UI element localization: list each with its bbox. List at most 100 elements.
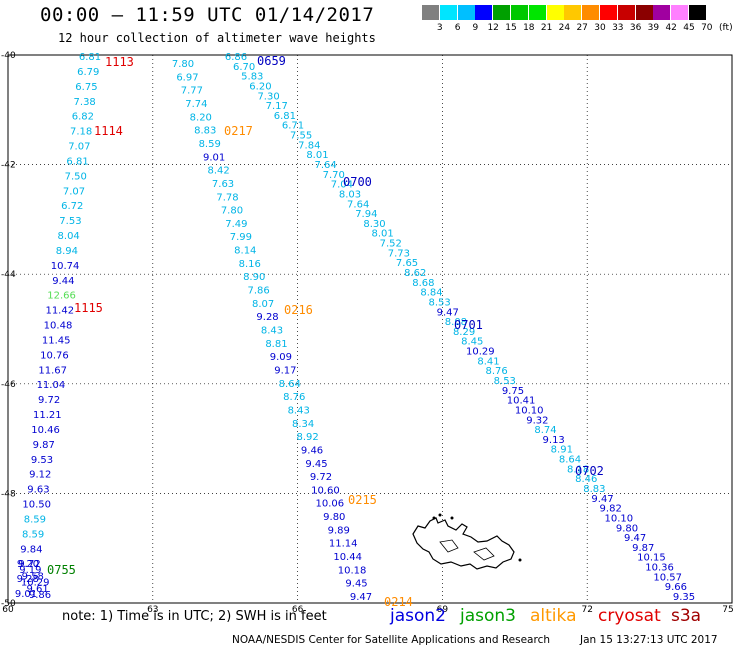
islet bbox=[518, 558, 522, 562]
lat-label: -40 bbox=[1, 51, 16, 61]
wave-height-value: 8.41 bbox=[477, 356, 499, 367]
wave-height-value: 8.30 bbox=[363, 219, 385, 230]
wave-height-value: 7.52 bbox=[380, 239, 402, 250]
footer-note: note: 1) Time is in UTC; 2) SWH is in fe… bbox=[62, 609, 327, 624]
wave-height-value: 7.77 bbox=[181, 86, 203, 97]
wave-height-value: 11.04 bbox=[37, 380, 66, 391]
wave-height-value: 10.44 bbox=[333, 552, 362, 563]
wave-height-value: 10.18 bbox=[338, 565, 367, 576]
scale-unit: (ft) bbox=[719, 23, 733, 33]
wave-height-value: 7.80 bbox=[172, 59, 194, 70]
island-coastline bbox=[439, 539, 459, 553]
scale-label: 33 bbox=[612, 23, 624, 33]
scale-label: 45 bbox=[683, 23, 695, 33]
wave-height-value: 9.80 bbox=[616, 523, 638, 534]
wave-height-value: 9.86 bbox=[29, 590, 51, 601]
map-title: 00:00 – 11:59 UTC 01/14/2017 bbox=[40, 4, 375, 26]
pass-time-label: 1113 bbox=[105, 55, 134, 69]
pass-time-label: 1115 bbox=[74, 301, 103, 315]
pass-time-label: 1114 bbox=[94, 124, 123, 138]
scale-label: 9 bbox=[472, 23, 479, 33]
scale-swatch bbox=[582, 5, 600, 20]
wave-height-value: 11.67 bbox=[38, 365, 67, 376]
scale-swatch bbox=[564, 5, 582, 20]
wave-height-value: 10.76 bbox=[40, 350, 69, 361]
wave-height-value: 8.53 bbox=[494, 376, 516, 387]
wave-height-value: 7.49 bbox=[225, 219, 247, 230]
altimeter-track-track2: 7.80 6.97 7.77 7.74 8.20 8.83 8.59 9.01 8.42 7.63… bbox=[172, 59, 413, 609]
wave-height-value: 9.87 bbox=[33, 440, 55, 451]
scale-label: 12 bbox=[487, 23, 499, 33]
wave-height-value: 8.81 bbox=[265, 339, 287, 350]
wave-height-value: 9.87 bbox=[632, 543, 654, 554]
lon-label: 66 bbox=[292, 605, 304, 615]
map-frame bbox=[7, 54, 733, 604]
satellite-label-cryosat: cryosat bbox=[598, 606, 661, 626]
wave-height-value: 8.64 bbox=[279, 379, 301, 390]
scale-label: 27 bbox=[576, 23, 588, 33]
wave-height-value: 5.83 bbox=[241, 72, 263, 83]
wave-height-value: 7.50 bbox=[65, 171, 87, 182]
pass-time-label: 0217 bbox=[224, 124, 253, 138]
wave-height-value: 9.46 bbox=[301, 445, 323, 456]
wave-height-value: 7.78 bbox=[216, 192, 238, 203]
wave-height-value: 10.10 bbox=[605, 513, 634, 524]
wave-height-value: 7.53 bbox=[59, 216, 81, 227]
altimeter-track-track1: 6.81 6.79 6.75 7.38 6.82 7.18 7.07 6.81 7.50 7.07… bbox=[15, 52, 134, 600]
wave-height-value: 11.21 bbox=[33, 410, 62, 421]
wave-height-value: 7.07 bbox=[63, 186, 85, 197]
wave-height-value: 8.16 bbox=[239, 259, 261, 270]
wave-height-value: 6.82 bbox=[72, 112, 94, 123]
wave-height-value: 9.84 bbox=[20, 544, 42, 555]
scale-label: 39 bbox=[647, 23, 660, 33]
wave-height-value: 8.59 bbox=[22, 529, 44, 540]
wave-height-value: 9.47 bbox=[437, 307, 459, 318]
wave-height-value: 8.04 bbox=[58, 231, 80, 242]
scale-swatch bbox=[475, 5, 493, 20]
wave-height-value: 7.55 bbox=[290, 131, 312, 142]
wave-height-value: 9.58 bbox=[22, 571, 44, 582]
generated-timestamp: Jan 15 13:27:13 UTC 2017 bbox=[580, 634, 718, 646]
wave-height-value: 7.84 bbox=[298, 140, 320, 151]
wave-height-value: 10.15 bbox=[637, 553, 666, 564]
wave-height-value: 8.83 bbox=[194, 126, 216, 137]
satellite-label-jason2: jason2 bbox=[390, 606, 446, 626]
pass-time-label: 0702 bbox=[575, 464, 604, 478]
scale-label: 36 bbox=[629, 23, 642, 33]
wave-height-value: 8.62 bbox=[404, 268, 426, 279]
wave-height-value: 6.86 bbox=[225, 52, 247, 63]
wave-height-value: 7.74 bbox=[185, 99, 207, 110]
scale-swatch bbox=[617, 5, 635, 20]
wave-height-value: 9.45 bbox=[305, 459, 327, 470]
lat-label: -44 bbox=[1, 270, 16, 280]
wave-height-value: 8.76 bbox=[486, 366, 508, 377]
wave-height-value: 8.53 bbox=[429, 297, 451, 308]
wave-height-value: 8.07 bbox=[252, 299, 274, 310]
wave-height-value: 8.92 bbox=[296, 432, 318, 443]
wave-height-value: 9.32 bbox=[526, 415, 548, 426]
wave-height-value: 8.64 bbox=[559, 455, 581, 466]
scale-label: 6 bbox=[454, 23, 461, 33]
wave-height-value: 8.68 bbox=[412, 278, 434, 289]
wave-height-value: 7.80 bbox=[221, 206, 243, 217]
wave-height-value: 10.46 bbox=[31, 425, 60, 436]
lon-label: 63 bbox=[147, 605, 158, 615]
pass-time-label: 0701 bbox=[454, 318, 483, 332]
wave-height-value: 7.64 bbox=[347, 199, 369, 210]
scale-label: 21 bbox=[540, 23, 553, 33]
wave-height-value: 8.20 bbox=[190, 112, 212, 123]
lon-label: 60 bbox=[2, 605, 14, 615]
wave-height-value: 6.79 bbox=[77, 67, 99, 78]
wave-height-value: 11.14 bbox=[329, 539, 358, 550]
wave-height-value: 9.01 bbox=[15, 589, 37, 600]
scale-label: 70 bbox=[701, 23, 713, 33]
wave-height-value: 7.64 bbox=[314, 160, 336, 171]
lon-label: 75 bbox=[722, 605, 733, 615]
wave-height-value: 7.18 bbox=[70, 127, 92, 138]
wave-height-value: 9.44 bbox=[52, 276, 74, 287]
wave-height-value: 9.12 bbox=[29, 470, 51, 481]
wave-height-value: 8.59 bbox=[24, 514, 46, 525]
wave-height-value: 6.71 bbox=[282, 121, 304, 132]
scale-label: 3 bbox=[436, 23, 443, 33]
